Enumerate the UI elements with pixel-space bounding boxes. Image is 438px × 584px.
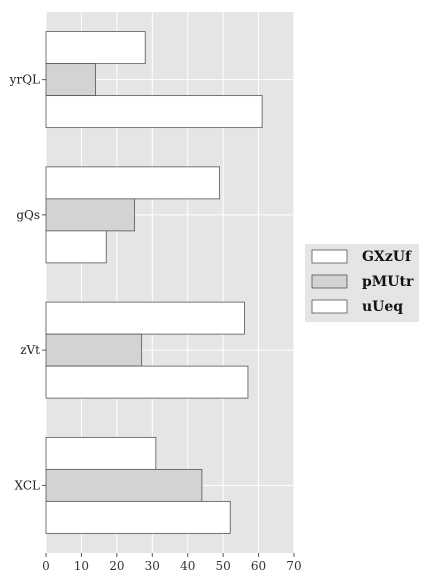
legend-swatch xyxy=(311,274,348,289)
bar-uUeq-zVt xyxy=(45,365,249,399)
bar-pMUtr-yrQL xyxy=(45,63,96,97)
category-label: gQs xyxy=(16,208,40,222)
bar-GXzUf-XCL xyxy=(45,436,157,470)
x-axis-ticks: 0 10 20 30 40 50 60 70 xyxy=(42,553,302,573)
x-tick-label: 70 xyxy=(286,559,301,573)
x-tick-label: 50 xyxy=(216,559,231,573)
x-tick-label: 40 xyxy=(180,559,195,573)
bar-uUeq-XCL xyxy=(45,500,231,534)
x-tick-label: 30 xyxy=(145,559,160,573)
x-tick-label: 60 xyxy=(251,559,266,573)
legend-label: uUeq xyxy=(362,299,403,315)
bar-GXzUf-gQs xyxy=(45,166,221,200)
bar-pMUtr-zVt xyxy=(45,333,143,367)
legend-swatch xyxy=(311,299,348,314)
legend-label: GXzUf xyxy=(362,249,412,265)
x-tick-label: 0 xyxy=(42,559,50,573)
bar-GXzUf-yrQL xyxy=(45,31,146,65)
category-label: XCL xyxy=(15,478,41,492)
bar-GXzUf-zVt xyxy=(45,301,245,335)
legend: GXzUf pMUtr uUeq xyxy=(305,244,419,322)
category-label: yrQL xyxy=(9,73,40,87)
bar-pMUtr-gQs xyxy=(45,198,135,232)
x-tick-label: 20 xyxy=(109,559,124,573)
bars xyxy=(45,31,263,534)
x-tick-label: 10 xyxy=(74,559,89,573)
bar-uUeq-gQs xyxy=(45,230,107,264)
bar-uUeq-yrQL xyxy=(45,95,263,129)
bar-pMUtr-XCL xyxy=(45,468,203,502)
category-label: zVt xyxy=(20,343,40,357)
legend-swatch xyxy=(311,249,348,264)
legend-label: pMUtr xyxy=(362,274,414,290)
category-labels: yrQL gQs zVt XCL xyxy=(9,73,46,492)
